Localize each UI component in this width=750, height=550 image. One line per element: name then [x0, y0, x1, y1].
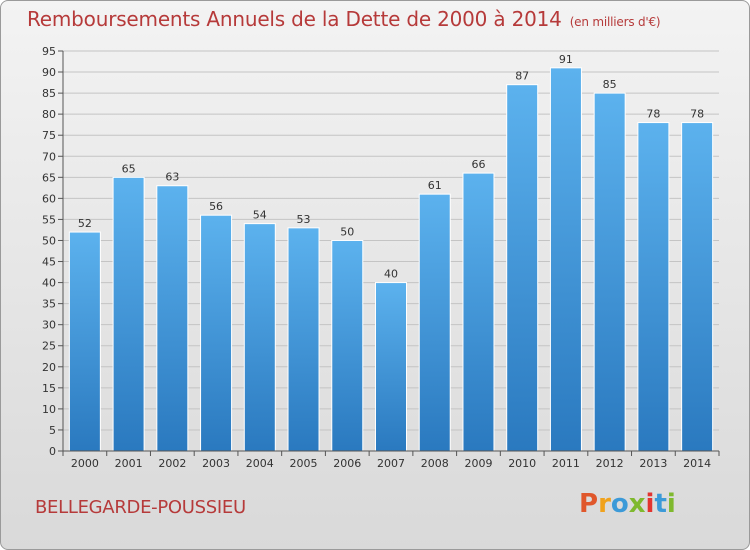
- y-tick-label: 60: [42, 192, 56, 205]
- data-label-2014: 78: [690, 108, 704, 121]
- x-tick-labels: 2000 2001 2002 2003 2004 2005 2006 2007 2008 2009…: [71, 457, 711, 470]
- x-tick-label-2013: 2013: [639, 457, 667, 470]
- y-tick-label: 25: [42, 340, 56, 353]
- y-tick-label: 70: [42, 150, 56, 163]
- y-tick-label: 5: [49, 424, 56, 437]
- logo-letter: P: [579, 489, 599, 519]
- x-tick-label-2000: 2000: [71, 457, 99, 470]
- data-label-2012: 85: [603, 78, 617, 91]
- x-tick-label-2010: 2010: [508, 457, 536, 470]
- x-tick-label-2001: 2001: [115, 457, 143, 470]
- bars: [68, 67, 714, 452]
- y-tick-label: 95: [42, 45, 56, 58]
- y-tick-label: 55: [42, 213, 56, 226]
- y-tick-label: 65: [42, 171, 56, 184]
- y-tick-label: 50: [42, 234, 56, 247]
- y-tick-label: 10: [42, 403, 56, 416]
- x-tick-label-2007: 2007: [377, 457, 405, 470]
- y-tick-label: 15: [42, 382, 56, 395]
- bar-2005: [287, 227, 320, 452]
- bar-2002: [156, 185, 189, 452]
- bar-2012: [593, 92, 626, 452]
- x-tick-label-2005: 2005: [290, 457, 318, 470]
- x-tick-label-2014: 2014: [683, 457, 711, 470]
- logo-letter: i: [666, 489, 676, 519]
- bar-2000: [68, 231, 101, 452]
- y-tick-label: 40: [42, 277, 56, 290]
- data-label-2007: 40: [384, 268, 398, 281]
- data-label-2006: 50: [340, 225, 354, 238]
- bar-2006: [331, 239, 364, 452]
- data-label-2003: 56: [209, 200, 223, 213]
- bar-2001: [112, 176, 145, 452]
- y-tick-label: 20: [42, 361, 56, 374]
- data-label-2005: 53: [297, 213, 311, 226]
- data-label-2004: 54: [253, 209, 267, 222]
- x-tick-label-2008: 2008: [421, 457, 449, 470]
- y-tick-label: 0: [49, 445, 56, 458]
- logo-letter: o: [610, 489, 629, 519]
- logo-letter: i: [645, 489, 655, 519]
- logo-letter: x: [628, 489, 646, 519]
- y-tick-label: 35: [42, 298, 56, 311]
- bar-2003: [200, 214, 233, 452]
- y-tick-label: 85: [42, 87, 56, 100]
- chart-title: Remboursements Annuels de la Dette de 20…: [27, 7, 661, 31]
- x-tick-label-2012: 2012: [596, 457, 624, 470]
- axes: [58, 50, 720, 456]
- x-tick-label-2002: 2002: [158, 457, 186, 470]
- data-labels: 52 65 63 56 54 53 50 40 61 66 87 91 85 78 78: [78, 53, 704, 281]
- y-tick-label: 30: [42, 319, 56, 332]
- x-tick-label-2009: 2009: [464, 457, 492, 470]
- bar-2009: [462, 172, 495, 452]
- x-tick-label-2006: 2006: [333, 457, 361, 470]
- x-tick-label-2003: 2003: [202, 457, 230, 470]
- data-label-2008: 61: [428, 179, 442, 192]
- chart-title-text: Remboursements Annuels de la Dette de 20…: [27, 7, 562, 31]
- proxiti-logo: Proxiti: [579, 489, 676, 519]
- data-label-2002: 63: [165, 171, 179, 184]
- y-tick-label: 75: [42, 129, 56, 142]
- data-label-2013: 78: [646, 108, 660, 121]
- bar-2014: [681, 122, 714, 452]
- x-tick-label-2004: 2004: [246, 457, 274, 470]
- y-tick-label: 80: [42, 108, 56, 121]
- data-label-2011: 91: [559, 53, 573, 66]
- y-tick-label: 45: [42, 256, 56, 269]
- data-label-2010: 87: [515, 70, 529, 83]
- bar-2008: [418, 193, 451, 452]
- y-tick-labels: 0 5 10 15 20 25 30 35 40 45 50 55 60 65 70 75 80 85 90 95: [42, 45, 56, 458]
- bar-2007: [375, 282, 407, 452]
- x-tick-label-2011: 2011: [552, 457, 580, 470]
- data-label-2000: 52: [78, 217, 92, 230]
- data-label-2009: 66: [471, 158, 485, 171]
- bar-2011: [549, 67, 582, 452]
- commune-name: BELLEGARDE-POUSSIEU: [35, 497, 246, 518]
- logo-letter: r: [598, 489, 611, 519]
- bar-2004: [243, 223, 276, 452]
- chart-unit: (en milliers d'€): [569, 15, 661, 29]
- bar-2010: [506, 84, 539, 452]
- bar-2013: [637, 122, 670, 452]
- data-label-2001: 65: [122, 162, 136, 175]
- logo-letter: t: [654, 489, 667, 519]
- y-tick-label: 90: [42, 66, 56, 79]
